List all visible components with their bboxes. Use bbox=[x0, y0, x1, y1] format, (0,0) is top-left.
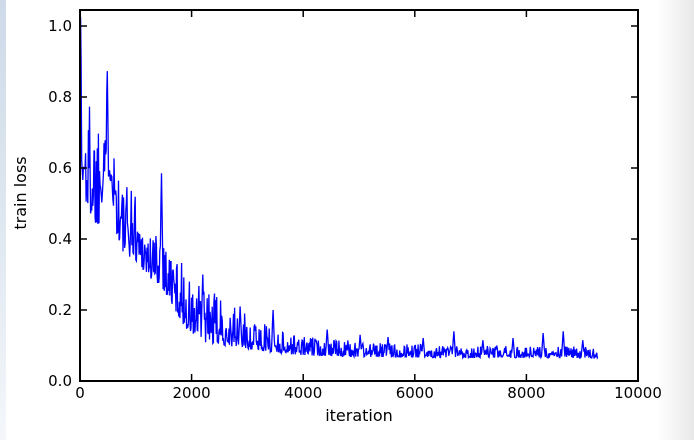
x-tick-label: 2000 bbox=[173, 384, 211, 402]
x-tick-label: 8000 bbox=[507, 384, 545, 402]
y-tick-label: 0.0 bbox=[48, 372, 72, 390]
x-tick-label: 0 bbox=[75, 384, 85, 402]
y-tick-label: 0.6 bbox=[48, 159, 72, 177]
y-tick-label: 0.2 bbox=[48, 301, 72, 319]
y-tick-label: 0.8 bbox=[48, 88, 72, 106]
axes-layer: 0 2000 4000 6000 8000 10000 0.0 0.2 0.4 0.6 0.8 1.0 bbox=[48, 9, 662, 402]
x-tick-label: 6000 bbox=[396, 384, 434, 402]
y-tick-label: 1.0 bbox=[48, 17, 72, 35]
x-tick-label: 4000 bbox=[284, 384, 322, 402]
y-tick-label: 0.4 bbox=[48, 230, 72, 248]
x-tick-label: 10000 bbox=[614, 384, 662, 402]
curve-layer bbox=[79, 17, 599, 360]
y-axis-label: train loss bbox=[11, 156, 30, 229]
x-axis-label: iteration bbox=[325, 406, 393, 425]
plot-border bbox=[79, 9, 639, 382]
train-loss-curve bbox=[79, 17, 599, 360]
